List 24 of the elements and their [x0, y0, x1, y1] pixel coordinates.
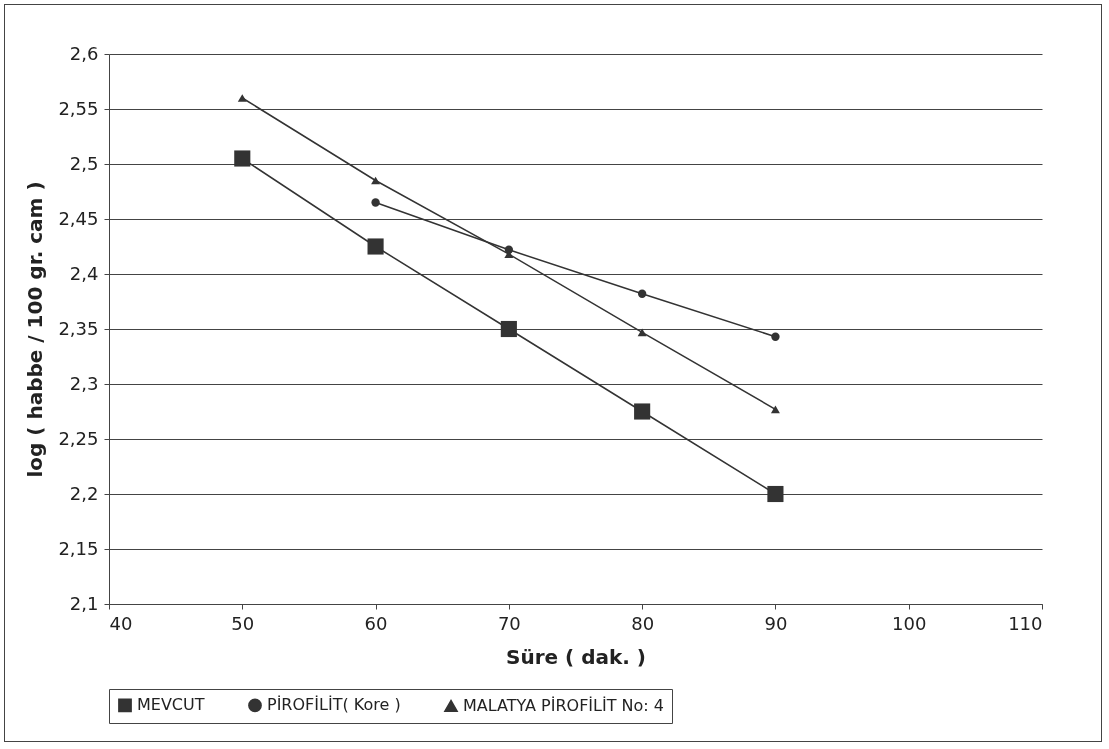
y-tick-label: 2,45 [58, 207, 99, 229]
y-tick-label: 2,4 [69, 262, 99, 284]
y-tick-label: 2,55 [58, 97, 99, 119]
x-tick-label: 80 [631, 612, 655, 634]
y-axis-title: log ( habbe / 100 gr. cam ) [23, 181, 48, 478]
y-tick-label: 2,6 [69, 42, 99, 64]
x-axis-title: Süre ( dak. ) [506, 644, 646, 669]
legend-label: MEVCUT [137, 695, 205, 715]
x-tick-label: 90 [764, 612, 788, 634]
x-tick-label: 50 [231, 612, 255, 634]
x-tick-label: 40 [109, 612, 133, 634]
y-tick-label: 2,5 [69, 152, 99, 174]
y-tick-label: 2,1 [69, 592, 99, 614]
legend-label: MALATYA PİROFİLİT No: 4 [463, 695, 664, 715]
y-tick-label: 2,2 [69, 482, 99, 504]
y-tick-label: 2,3 [69, 372, 99, 394]
y-tick-label: 2,35 [58, 317, 99, 339]
x-tick-label: 110 [1008, 612, 1043, 634]
x-tick-label: 60 [364, 612, 388, 634]
x-tick-label: 100 [892, 612, 927, 634]
legend-label: PİROFİLİT( Kore ) [267, 695, 401, 715]
y-tick-label: 2,15 [58, 537, 99, 559]
x-tick-label: 70 [497, 612, 521, 634]
y-tick-label: 2,25 [58, 427, 99, 449]
